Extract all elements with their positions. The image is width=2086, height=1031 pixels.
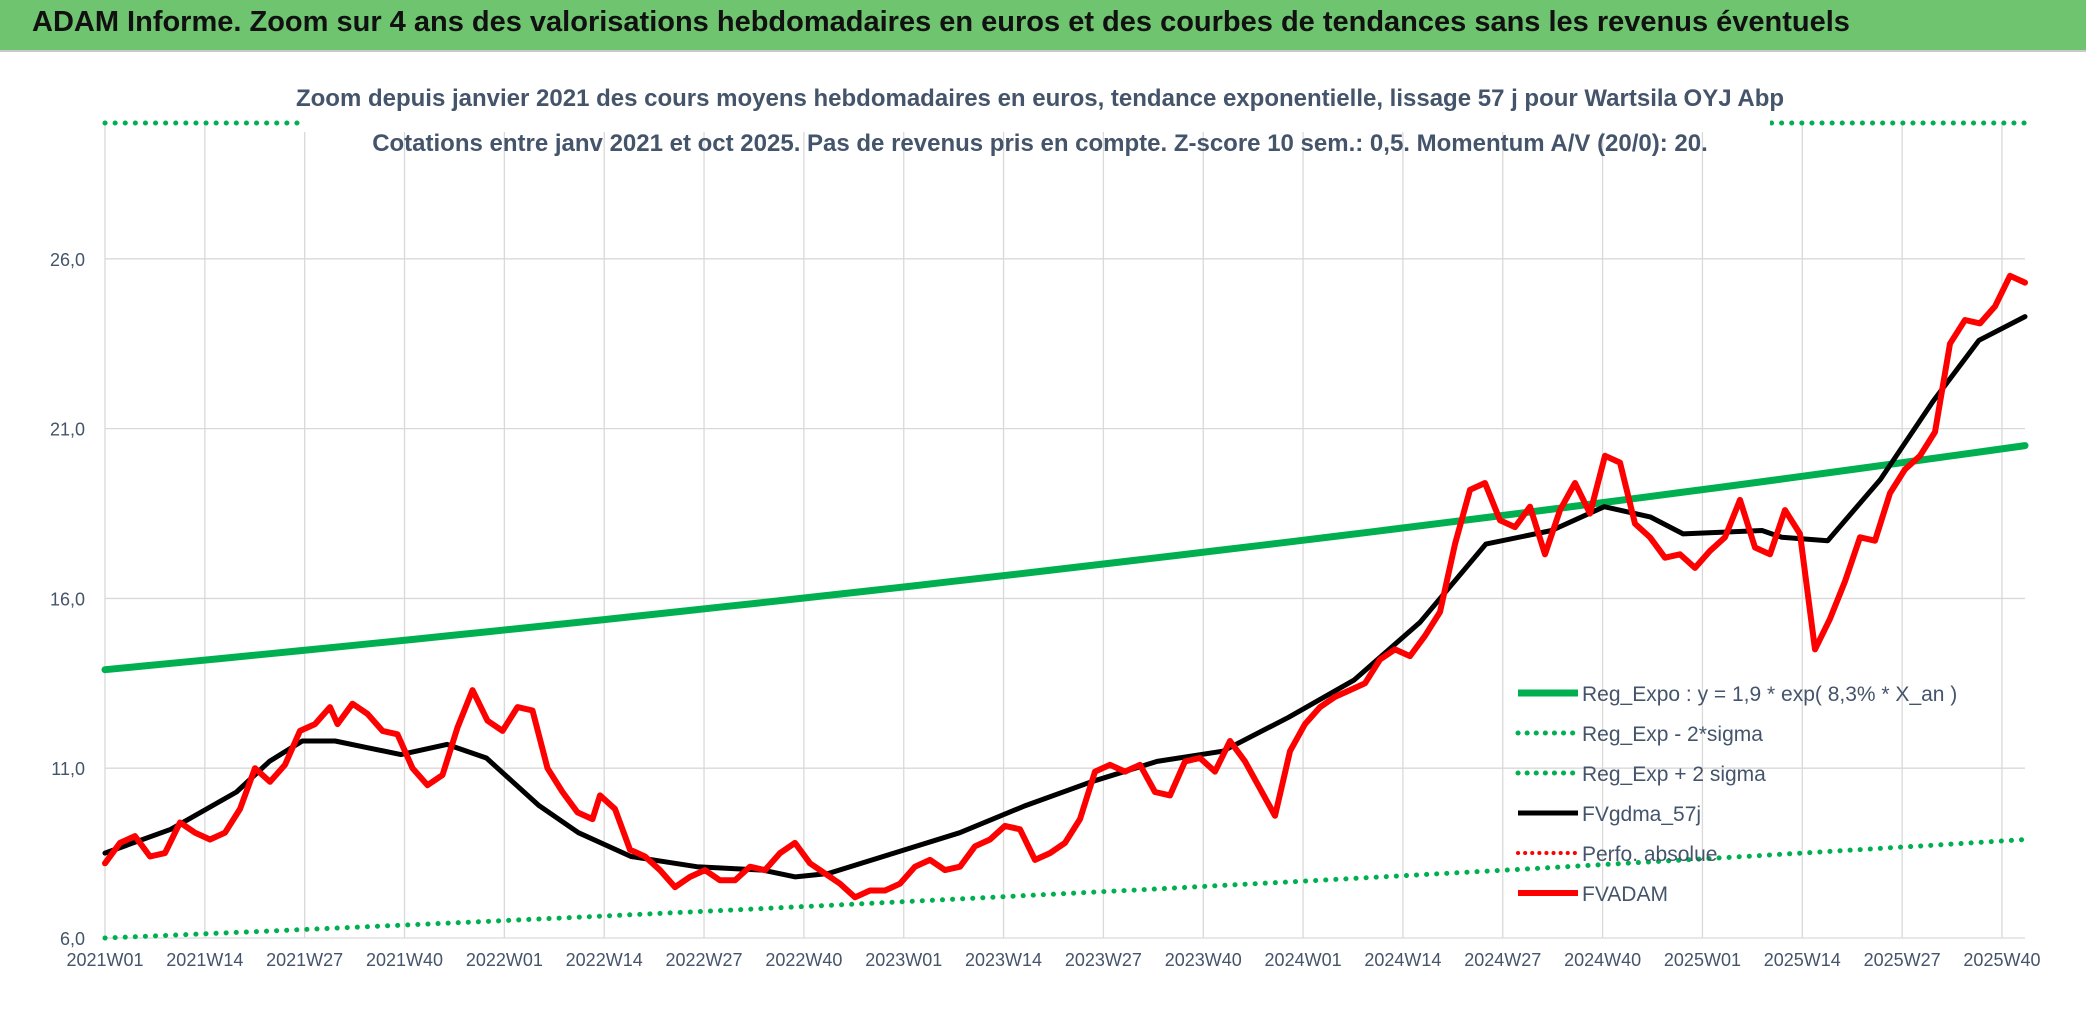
x-tick-label: 2023W01 — [865, 950, 942, 970]
x-tick-label: 2024W27 — [1464, 950, 1541, 970]
series-layer — [101, 112, 2029, 941]
y-axis-ticks: 6,0 11,0 16,0 21,0 26,0 — [50, 250, 85, 949]
y-tick-label: 16,0 — [50, 589, 85, 609]
series-fvgdma-57j — [102, 314, 2028, 880]
y-tick-label: 11,0 — [51, 759, 85, 779]
legend-label: Reg_Exp + 2 sigma — [1582, 763, 1766, 786]
x-tick-label: 2023W27 — [1065, 950, 1142, 970]
x-tick-label: 2021W27 — [266, 950, 343, 970]
chart-subtitle: Cotations entre janv 2021 et oct 2025. P… — [372, 130, 1708, 157]
y-tick-label: 6,0 — [60, 929, 85, 949]
chart-title: Zoom depuis janvier 2021 des cours moyen… — [296, 85, 1784, 112]
x-tick-label: 2022W01 — [466, 950, 543, 970]
y-tick-label: 26,0 — [50, 250, 85, 270]
x-tick-label: 2022W27 — [666, 950, 743, 970]
legend-label: FVgdma_57j — [1582, 803, 1701, 826]
legend-label: Reg_Exp - 2*sigma — [1582, 723, 1763, 746]
x-tick-label: 2025W14 — [1764, 950, 1841, 970]
series-fvadam — [102, 272, 2028, 901]
y-tick-label: 21,0 — [50, 420, 85, 440]
banner: ADAM Informe. Zoom sur 4 ans des valoris… — [0, 0, 2086, 52]
x-tick-label: 2021W14 — [166, 950, 243, 970]
legend-label: Perfo. absolue — [1582, 843, 1717, 866]
x-tick-label: 2025W27 — [1864, 950, 1941, 970]
x-tick-label: 2021W01 — [66, 950, 143, 970]
x-tick-label: 2024W01 — [1265, 950, 1342, 970]
x-tick-label: 2024W14 — [1364, 950, 1441, 970]
banner-title: ADAM Informe. Zoom sur 4 ans des valoris… — [32, 6, 1850, 38]
series-reg-minus-2sigma — [102, 837, 2028, 941]
x-tick-label: 2022W40 — [765, 950, 842, 970]
title-mask — [300, 112, 1770, 132]
x-axis-ticks: 2021W01 2021W14 2021W27 2021W40 2022W01 2022W… — [66, 950, 2040, 970]
legend: Reg_Expo : y = 1,9 * exp( 8,3% * X_an ) R… — [1515, 683, 1957, 906]
series-reg-expo — [101, 442, 2029, 674]
chart: Zoom depuis janvier 2021 des cours moyen… — [0, 52, 2086, 1031]
x-tick-label: 2024W40 — [1564, 950, 1641, 970]
x-tick-label: 2021W40 — [366, 950, 443, 970]
x-tick-label: 2023W40 — [1165, 950, 1242, 970]
legend-label: FVADAM — [1582, 883, 1668, 906]
grid — [104, 123, 2025, 939]
legend-label: Reg_Expo : y = 1,9 * exp( 8,3% * X_an ) — [1582, 683, 1957, 706]
chart-background — [0, 52, 2086, 1031]
x-tick-label: 2023W14 — [965, 950, 1042, 970]
x-tick-label: 2022W14 — [566, 950, 643, 970]
x-tick-label: 2025W01 — [1664, 950, 1741, 970]
x-tick-label: 2025W40 — [1963, 950, 2040, 970]
